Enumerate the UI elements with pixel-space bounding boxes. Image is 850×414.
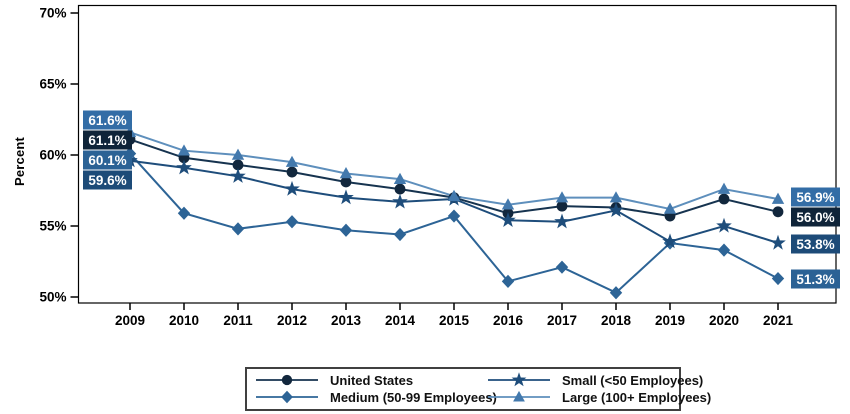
x-tick-label: 2014 bbox=[385, 313, 416, 328]
data-label-box bbox=[83, 110, 132, 130]
data-point bbox=[393, 172, 407, 184]
data-label: 61.6% bbox=[88, 113, 126, 128]
y-tick-label: 65% bbox=[39, 77, 66, 92]
data-label: 60.1% bbox=[88, 153, 126, 168]
data-point bbox=[663, 202, 677, 214]
data-point bbox=[716, 217, 732, 233]
data-point bbox=[772, 206, 784, 218]
data-point bbox=[608, 202, 624, 217]
y-tick-label: 60% bbox=[39, 148, 66, 163]
x-tick-label: 2012 bbox=[277, 313, 307, 328]
x-tick-label: 2011 bbox=[223, 313, 253, 328]
data-label: 61.1% bbox=[88, 133, 126, 148]
legend-label: United States bbox=[330, 372, 414, 388]
data-point bbox=[771, 271, 785, 286]
x-tick-label: 2016 bbox=[493, 313, 524, 328]
x-tick-label: 2009 bbox=[115, 313, 145, 328]
data-point bbox=[394, 183, 406, 195]
x-tick-label: 2020 bbox=[709, 313, 739, 328]
data-point bbox=[340, 176, 352, 188]
data-point bbox=[501, 198, 515, 210]
y-tick-label: 55% bbox=[39, 219, 66, 234]
data-point bbox=[339, 167, 353, 179]
legend-item-large: Large (100+ Employees) bbox=[487, 389, 711, 405]
legend-item-medium: Medium (50-99 Employees) bbox=[255, 389, 497, 405]
small-line-marker-icon bbox=[488, 372, 550, 387]
data-point bbox=[717, 182, 731, 194]
large-line-marker-icon bbox=[488, 390, 550, 402]
data-point bbox=[338, 189, 354, 205]
data-point bbox=[447, 209, 461, 223]
x-tick-label: 2015 bbox=[439, 313, 470, 328]
data-point bbox=[281, 374, 293, 386]
x-tick-label: 2010 bbox=[169, 313, 199, 328]
data-label-box bbox=[83, 150, 132, 170]
data-point bbox=[339, 223, 353, 237]
data-point bbox=[286, 166, 298, 178]
data-point bbox=[177, 144, 191, 156]
y-tick-label: 70% bbox=[39, 6, 66, 21]
x-tick-label: 2021 bbox=[763, 313, 794, 328]
data-label-box bbox=[791, 234, 840, 254]
y-axis-title: Percent bbox=[12, 136, 27, 186]
data-point bbox=[177, 206, 191, 220]
data-point bbox=[231, 148, 245, 160]
x-tick-label: 2019 bbox=[655, 313, 685, 328]
data-point bbox=[511, 372, 527, 387]
data-label-box bbox=[791, 187, 840, 207]
data-label-box bbox=[83, 170, 132, 190]
data-point bbox=[281, 390, 293, 404]
data-point bbox=[717, 243, 731, 257]
data-point bbox=[447, 189, 461, 201]
data-point bbox=[513, 390, 525, 402]
legend-item-small: Small (<50 Employees) bbox=[487, 372, 711, 388]
data-point bbox=[230, 168, 246, 183]
legend-label: Medium (50-99 Employees) bbox=[330, 389, 497, 405]
united-states-line-marker-icon bbox=[256, 374, 318, 386]
data-point bbox=[393, 227, 407, 242]
data-label-box bbox=[791, 269, 840, 289]
x-tick-label: 2017 bbox=[547, 313, 577, 328]
data-point bbox=[609, 191, 623, 203]
data-point bbox=[176, 159, 192, 175]
y-tick-label: 50% bbox=[39, 290, 66, 305]
data-label-box bbox=[83, 130, 132, 150]
data-point bbox=[284, 180, 300, 196]
x-tick-label: 2018 bbox=[601, 313, 632, 328]
legend-label: Small (<50 Employees) bbox=[562, 372, 704, 388]
data-label: 53.8% bbox=[796, 237, 834, 252]
data-point bbox=[501, 274, 515, 288]
legend: United States Small (<50 Employees) Medi… bbox=[245, 367, 711, 411]
data-point bbox=[285, 155, 299, 167]
plot-border bbox=[77, 4, 837, 304]
data-point bbox=[392, 193, 408, 209]
data-point bbox=[232, 159, 244, 171]
data-label: 59.6% bbox=[88, 173, 126, 188]
data-point bbox=[770, 234, 786, 250]
data-point bbox=[556, 200, 568, 212]
legend-item-united-states: United States bbox=[255, 372, 487, 388]
data-point bbox=[662, 233, 678, 249]
medium-line-marker-icon bbox=[256, 390, 318, 404]
data-label: 51.3% bbox=[796, 272, 834, 287]
data-point bbox=[500, 212, 516, 227]
data-point bbox=[554, 213, 570, 229]
data-point bbox=[718, 193, 730, 205]
x-tick-label: 2013 bbox=[331, 313, 362, 328]
data-point bbox=[609, 286, 623, 300]
data-point bbox=[231, 222, 245, 236]
data-label: 56.9% bbox=[796, 190, 834, 205]
data-point bbox=[285, 215, 299, 229]
data-label: 56.0% bbox=[796, 210, 834, 225]
legend-label: Large (100+ Employees) bbox=[562, 389, 712, 405]
data-point bbox=[771, 192, 785, 204]
data-label-box bbox=[791, 207, 840, 227]
data-point bbox=[555, 260, 569, 274]
data-point bbox=[555, 191, 569, 203]
